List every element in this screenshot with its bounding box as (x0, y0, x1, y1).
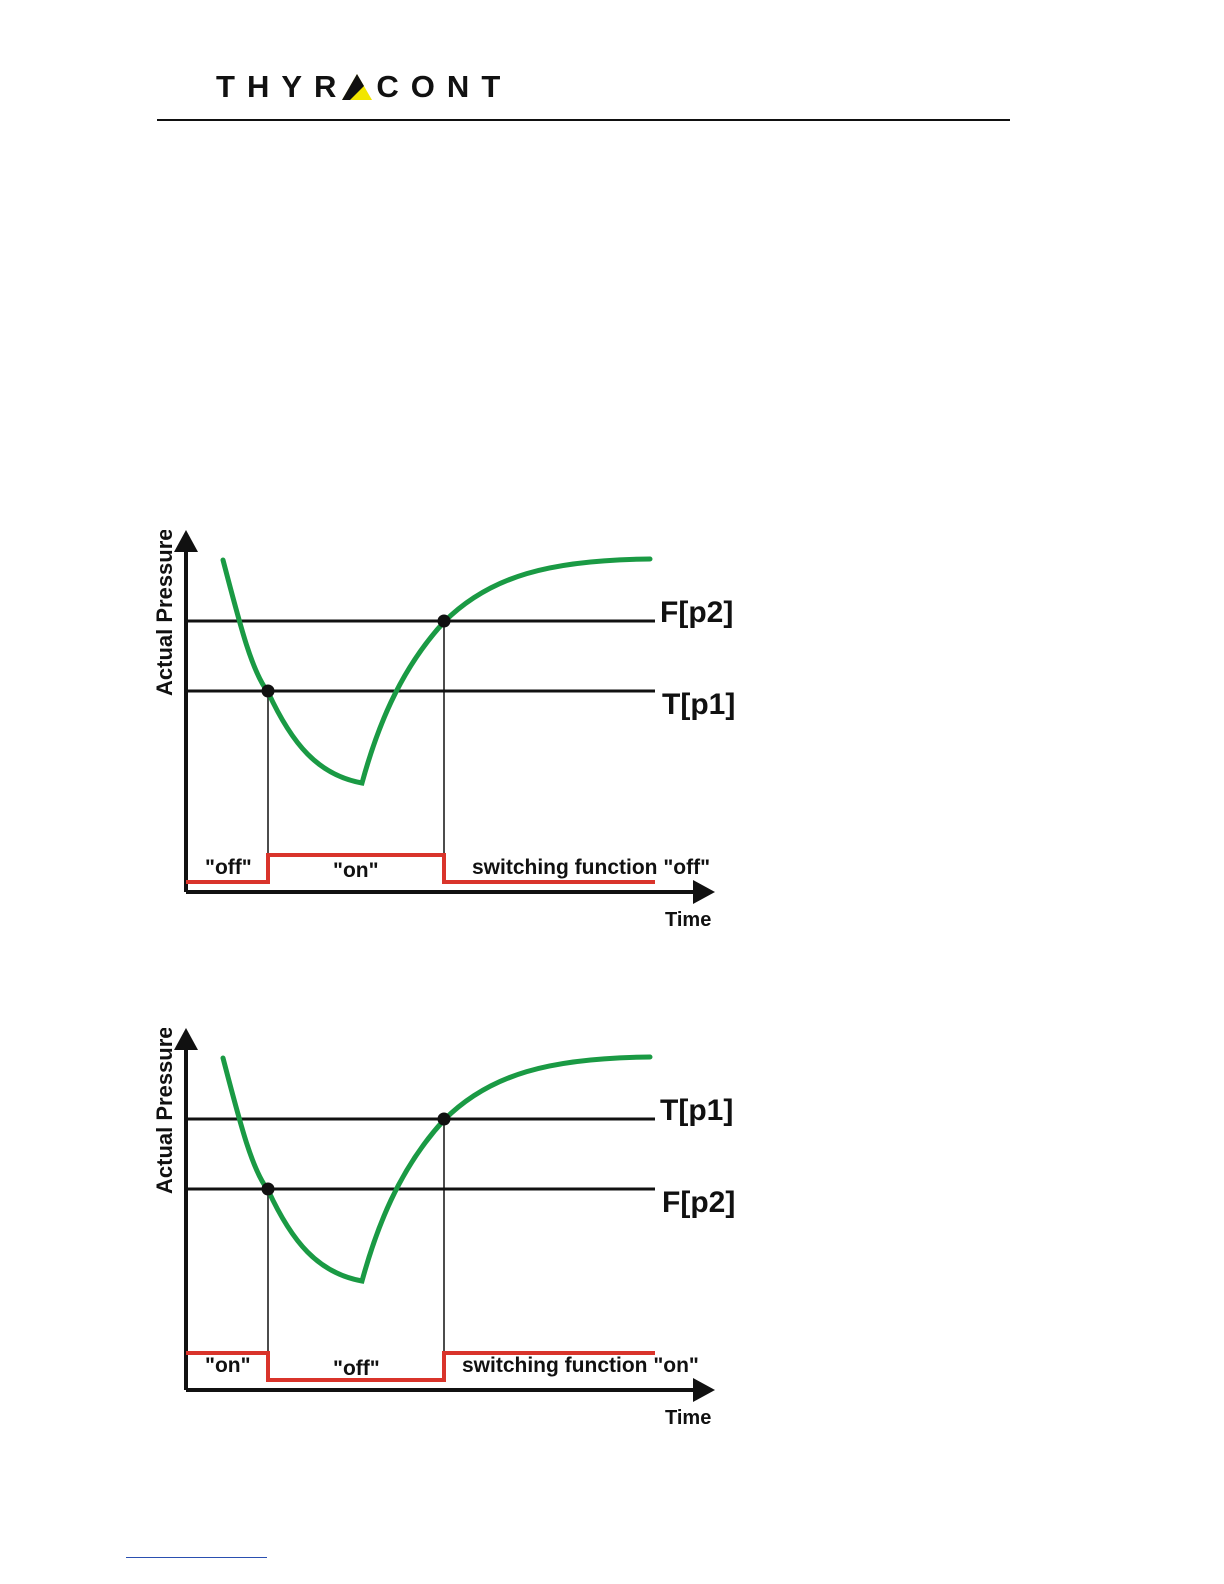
logo-letter: H (246, 69, 270, 104)
logo-triangle-icon (342, 74, 373, 100)
logo-letter: N (446, 69, 470, 104)
logo-letter: R (314, 69, 337, 104)
switching-diagram-1: Actual Pressure Time F[p2] T[p1] "off" "on" sw… (152, 530, 735, 931)
y-axis-label: Actual Pressure (152, 1028, 177, 1194)
footer-link-underline (126, 1557, 267, 1558)
state-label-between: "on" (333, 859, 379, 882)
state-label-after: switching function "off" (472, 856, 710, 879)
state-label-before: "on" (205, 1354, 251, 1377)
upper-threshold-label: F[p2] (660, 596, 733, 629)
y-axis-label: Actual Pressure (152, 530, 177, 696)
logo-letter: T (481, 69, 501, 104)
logo-letter: Y (281, 69, 303, 104)
state-label-after: switching function "on" (462, 1354, 699, 1377)
upper-threshold-label: T[p1] (660, 1094, 733, 1127)
pressure-curve (220, 556, 653, 786)
x-axis-label: Time (665, 1407, 711, 1429)
switching-signal (186, 853, 655, 884)
crossing-point-1 (261, 684, 275, 698)
switching-diagram-2: Actual Pressure Time T[p1] F[p2] "on" "off" sw… (152, 1028, 735, 1429)
lower-threshold-label: T[p1] (662, 688, 735, 721)
state-label-before: "off" (205, 856, 252, 879)
crossing-point-2 (437, 614, 451, 628)
crossing-point-1 (261, 1182, 275, 1196)
y-axis-arrow-icon (174, 530, 198, 552)
logo-letter: O (410, 69, 435, 104)
logo-letter: C (376, 69, 399, 104)
x-axis-arrow-icon (693, 1378, 715, 1402)
y-axis-arrow-icon (174, 1028, 198, 1050)
header-divider (157, 119, 1010, 121)
switching-signal (186, 1351, 655, 1382)
x-axis-label: Time (665, 909, 711, 931)
pressure-curve (220, 1054, 653, 1284)
lower-threshold-label: F[p2] (662, 1186, 735, 1219)
state-label-between: "off" (333, 1357, 380, 1380)
x-axis-arrow-icon (693, 880, 715, 904)
crossing-point-2 (437, 1112, 451, 1126)
logo-letter: T (216, 69, 235, 104)
